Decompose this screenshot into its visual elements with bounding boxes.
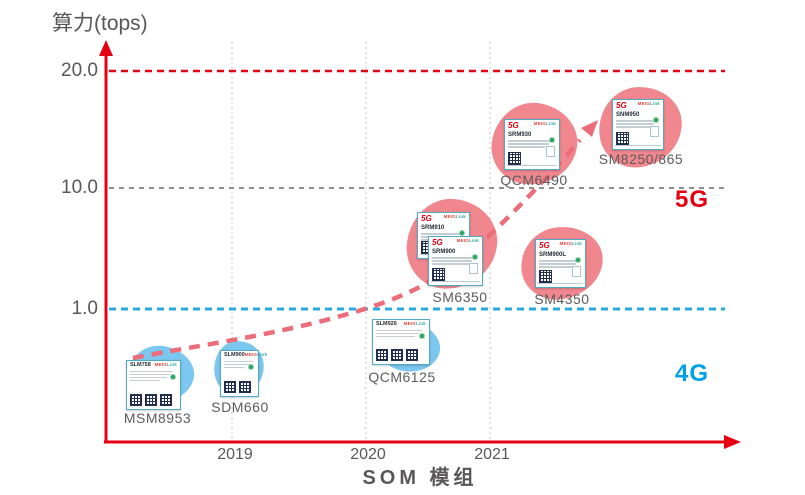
module-card-name: SRM910 — [421, 225, 445, 231]
qr-code-icon — [239, 381, 251, 393]
y-tick-20: 20.0 — [61, 60, 98, 81]
module-label-sm4350: SM4350 — [534, 291, 590, 307]
module-label-qcm6490: QCM6490 — [500, 172, 568, 188]
y-tick-1: 1.0 — [71, 298, 98, 319]
qr-code-icon — [539, 270, 552, 283]
module-card-name: SLM900 — [224, 352, 245, 358]
growth-trend-arrowhead-icon — [581, 120, 598, 137]
meiglink-logo: MEIGLink — [456, 238, 479, 243]
cert-green-icon — [472, 254, 478, 260]
card-footer-line — [538, 283, 583, 286]
spec-box — [572, 266, 581, 277]
5g-badge: 5G — [616, 101, 627, 110]
module-card-name: SRM900 — [432, 249, 456, 255]
fine-print-lines — [224, 360, 255, 369]
qr-code-icon — [376, 349, 388, 361]
meiglink-logo: MEIGLink — [637, 101, 660, 106]
zone-label-4g: 4G — [674, 360, 709, 387]
5g-badge: 5G — [508, 121, 519, 130]
module-card-name: SLM926 — [376, 321, 397, 327]
x-tick-2020: 2020 — [350, 446, 386, 463]
module-label-qcm6125: QCM6125 — [368, 369, 436, 385]
qr-code-icon — [145, 394, 157, 406]
card-footer-line — [431, 281, 480, 284]
module-card-name: SNM950 — [616, 112, 640, 118]
fine-print-lines — [376, 329, 426, 338]
module-card-slm758: SLM758 MEIGLink — [126, 360, 181, 410]
module-card-name: SRM900L — [539, 252, 567, 258]
fine-print-lines — [539, 260, 582, 268]
meiglink-logo: MEIGLink — [154, 362, 177, 367]
y-axis-arrowhead-icon — [99, 40, 113, 56]
qr-code-icon — [391, 349, 403, 361]
module-card-snm950: 5G MEIGLink SNM950 — [612, 99, 664, 150]
x-tick-2021: 2021 — [474, 446, 510, 463]
module-card-name: SLM758 — [130, 362, 151, 368]
qr-code-icon — [616, 132, 629, 145]
fine-print-lines — [432, 257, 479, 265]
spec-box — [469, 263, 478, 274]
spec-box — [650, 126, 659, 137]
fine-print-lines — [616, 120, 660, 128]
cert-green-icon — [653, 117, 659, 123]
card-footer-line — [507, 165, 557, 168]
fine-print-lines — [130, 370, 177, 382]
meiglink-logo: MEIGLink — [443, 214, 466, 219]
cert-green-icon — [248, 364, 254, 370]
module-card-srm930: 5G MEIGLink SRM930 — [504, 119, 560, 170]
module-card-srm900l: 5G MEIGLink SRM900L — [535, 239, 586, 288]
growth-trend-curve — [132, 138, 582, 361]
fine-print-lines — [508, 140, 556, 148]
qr-code-icon — [224, 381, 236, 393]
qr-code-row — [130, 394, 177, 406]
5g-badge: 5G — [432, 238, 443, 247]
qr-code-row — [224, 381, 255, 393]
zone-label-5g: 5G — [674, 186, 709, 213]
cert-green-icon — [170, 374, 176, 380]
module-card-slm926: SLM926 MEIGLink — [372, 319, 430, 365]
module-label-sdm660: SDM660 — [211, 399, 269, 415]
x-tick-2019: 2019 — [217, 446, 253, 463]
module-label-sm8250-865: SM8250/865 — [598, 151, 684, 167]
cert-green-icon — [419, 333, 425, 339]
x-axis-arrowhead-icon — [724, 435, 741, 449]
module-card-slm900: SLM900 MEIGLink — [220, 350, 267, 397]
x-axis-title: SOM 模组 — [362, 467, 478, 489]
cert-green-icon — [575, 257, 581, 263]
5g-badge: 5G — [539, 241, 550, 250]
meiglink-logo: MEIGLink — [403, 321, 426, 326]
module-card-srm900: 5G MEIGLink SRM900 — [428, 236, 483, 286]
qr-code-icon — [508, 152, 521, 165]
cert-green-icon — [549, 137, 555, 143]
module-label-msm8953: MSM8953 — [123, 410, 192, 426]
5g-badge: 5G — [421, 214, 432, 223]
spec-box — [546, 146, 555, 157]
y-axis-title: 算力(tops) — [52, 12, 148, 35]
qr-code-icon — [406, 349, 418, 361]
module-card-name: SRM930 — [508, 132, 532, 138]
qr-code-icon — [130, 394, 142, 406]
meiglink-logo: MEIGLink — [559, 241, 582, 246]
y-tick-10: 10.0 — [61, 177, 98, 198]
qr-code-icon — [160, 394, 172, 406]
card-footer-line — [615, 145, 661, 148]
meiglink-logo: MEIGLink — [244, 352, 268, 357]
meiglink-logo: MEIGLink — [533, 121, 556, 126]
module-label-sm6350: SM6350 — [432, 289, 488, 305]
qr-code-icon — [432, 268, 445, 281]
cert-green-icon — [459, 230, 465, 236]
qr-code-row — [376, 349, 426, 361]
